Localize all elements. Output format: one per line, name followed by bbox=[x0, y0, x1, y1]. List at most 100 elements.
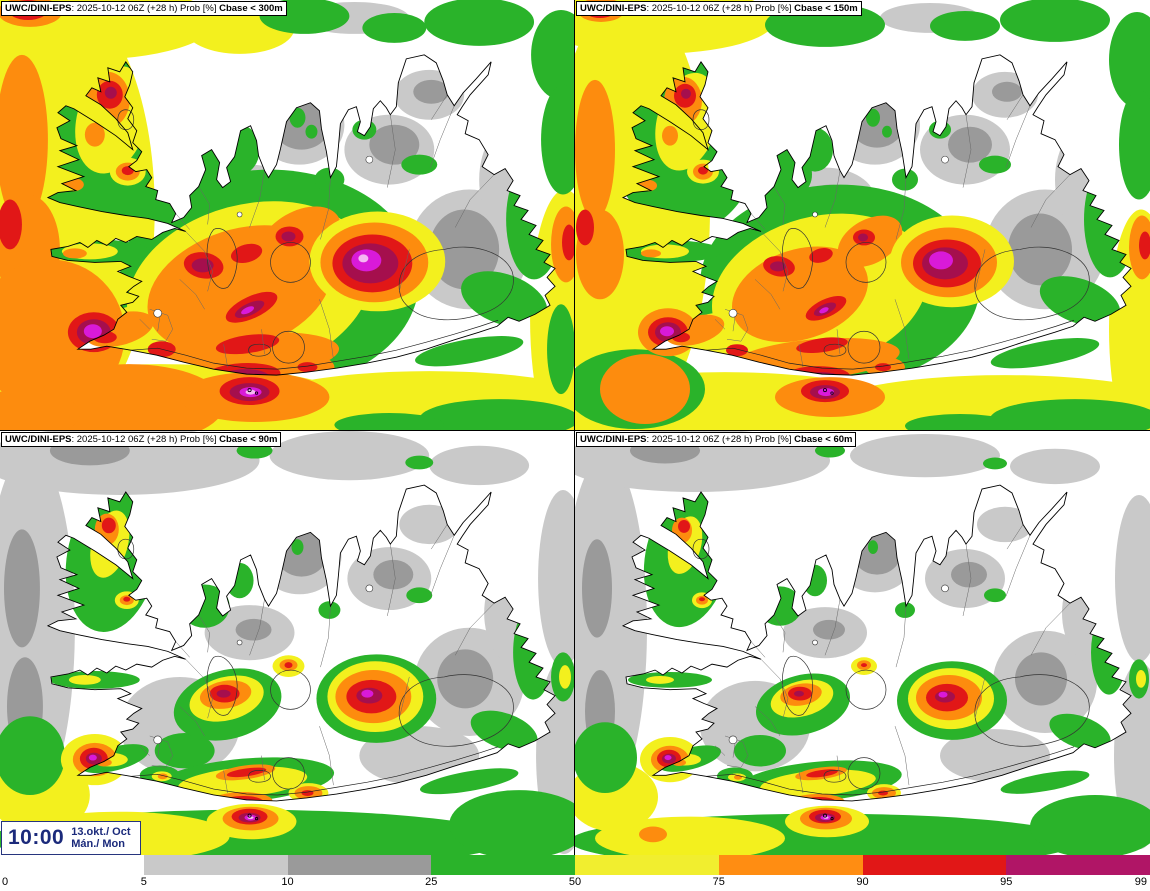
boundary-line bbox=[261, 329, 265, 355]
threshold-label: Cbase < 300m bbox=[219, 3, 283, 14]
boundary-line bbox=[894, 299, 910, 360]
boundary-line bbox=[773, 186, 786, 225]
boundary-line bbox=[320, 177, 331, 240]
colorbar-tick-label: 50 bbox=[568, 876, 582, 888]
boundary-line bbox=[198, 186, 210, 225]
panel-header: UWC/DINI-EPS: 2025-10-12 06Z (+28 h) Pro… bbox=[1, 1, 287, 16]
valid-time-box: 10:00 13.okt./ Oct Mán./ Mon bbox=[1, 821, 141, 855]
valid-date-column: 13.okt./ Oct Mán./ Mon bbox=[71, 826, 130, 850]
panel-header: UWC/DINI-EPS: 2025-10-12 06Z (+28 h) Pro… bbox=[576, 432, 857, 447]
colorbar-segment bbox=[1006, 855, 1150, 875]
boundary-line bbox=[249, 170, 265, 228]
glacier-outline bbox=[974, 246, 1090, 321]
boundary-line bbox=[824, 599, 841, 656]
glacier-outline bbox=[248, 770, 271, 783]
boundary-line bbox=[399, 676, 410, 719]
colorbar-segment bbox=[575, 855, 719, 875]
run-info: : 2025-10-12 06Z (+28 h) Prob [%] bbox=[646, 434, 795, 445]
boundary-line bbox=[387, 114, 396, 188]
boundary-line bbox=[750, 213, 766, 230]
colorbar-labels: 0 5 10 25 50 75 90 95 99 bbox=[0, 875, 1150, 891]
boundary-line bbox=[1006, 94, 1024, 120]
lake-outline bbox=[728, 308, 738, 318]
glacier-outline bbox=[398, 674, 514, 747]
lake-outline bbox=[941, 584, 949, 593]
coastline bbox=[621, 54, 1132, 376]
boundary-line bbox=[895, 177, 907, 240]
run-info: : 2025-10-12 06Z (+28 h) Prob [%] bbox=[71, 434, 220, 445]
glacier-outline bbox=[782, 228, 813, 289]
boundary-line bbox=[387, 544, 396, 616]
maps-grid: UWC/DINI-EPS: 2025-10-12 06Z (+28 h) Pro… bbox=[0, 0, 1150, 855]
glacier-outline bbox=[782, 655, 813, 716]
boundary-line bbox=[974, 676, 986, 719]
island-outline bbox=[822, 388, 827, 393]
boundary-line bbox=[1005, 535, 1031, 597]
boundary-line bbox=[798, 770, 804, 794]
island-outline bbox=[830, 391, 834, 395]
lake-outline bbox=[236, 211, 243, 218]
glacier-outline bbox=[823, 770, 847, 783]
ring-road-line bbox=[705, 746, 1075, 796]
boundary-line bbox=[198, 614, 210, 653]
boundary-line bbox=[454, 174, 495, 228]
boundary-line bbox=[431, 94, 448, 120]
probability-map-cbase-300m bbox=[0, 0, 574, 430]
island-outline bbox=[254, 817, 259, 821]
valid-date: 13.okt./ Oct bbox=[71, 826, 131, 838]
boundary-line bbox=[319, 299, 334, 360]
boundary-line bbox=[773, 614, 786, 653]
colorbar-tick-label: 5 bbox=[140, 876, 147, 888]
glacier-outline bbox=[270, 242, 311, 283]
lake-outline bbox=[153, 308, 163, 318]
boundary-line bbox=[798, 344, 804, 368]
boundary-line bbox=[399, 249, 410, 292]
coastline bbox=[46, 484, 556, 802]
colorbar-segment bbox=[287, 855, 432, 875]
boundary-line bbox=[714, 745, 726, 756]
model-label: UWC/DINI-EPS bbox=[5, 434, 72, 445]
boundary-line bbox=[139, 319, 150, 330]
glacier-outline bbox=[845, 242, 887, 283]
island-outline bbox=[830, 817, 834, 821]
boundary-line bbox=[754, 706, 781, 737]
boundary-line bbox=[962, 114, 972, 188]
boundary-line bbox=[1030, 602, 1071, 656]
boundary-line bbox=[754, 279, 781, 310]
colorbar-tick-label: 10 bbox=[281, 876, 294, 888]
lake-outline bbox=[153, 735, 163, 745]
run-info: : 2025-10-12 06Z (+28 h) Prob [%] bbox=[71, 3, 220, 14]
boundary-line bbox=[319, 726, 334, 786]
boundary-line bbox=[185, 231, 213, 292]
boundary-line bbox=[974, 249, 986, 292]
glacier-outline bbox=[974, 674, 1090, 747]
colorbar-tick-label: 95 bbox=[1000, 876, 1013, 888]
colorbar-tick-label: 90 bbox=[856, 876, 869, 888]
boundary-line bbox=[1005, 105, 1031, 168]
map-panel-cbase-150m: UWC/DINI-EPS: 2025-10-12 06Z (+28 h) Pro… bbox=[575, 0, 1150, 431]
panel-header: UWC/DINI-EPS: 2025-10-12 06Z (+28 h) Pro… bbox=[1, 432, 282, 447]
glacier-outline bbox=[248, 343, 271, 357]
glacier-outline bbox=[847, 757, 881, 790]
lake-outline bbox=[365, 155, 374, 164]
probability-map-cbase-60m bbox=[575, 431, 1150, 855]
boundary-line bbox=[714, 319, 726, 330]
colorbar-segment bbox=[143, 855, 288, 875]
glacier-outline bbox=[845, 669, 887, 710]
land-field bbox=[623, 54, 1131, 376]
lake-outline bbox=[728, 735, 738, 745]
boundary-line bbox=[157, 317, 160, 332]
boundary-line bbox=[836, 329, 841, 355]
boundary-line bbox=[175, 213, 190, 230]
lake-outline bbox=[941, 155, 949, 164]
lake-outline bbox=[812, 211, 818, 218]
boundary-line bbox=[1006, 524, 1024, 550]
model-label: UWC/DINI-EPS bbox=[580, 434, 647, 445]
boundary-line bbox=[185, 659, 213, 719]
boundary-line bbox=[179, 279, 205, 310]
island-outline bbox=[822, 813, 827, 818]
model-label: UWC/DINI-EPS bbox=[580, 3, 647, 14]
ring-road-line bbox=[130, 746, 499, 796]
lake-outline bbox=[365, 584, 374, 593]
colorbar-segment bbox=[718, 855, 863, 875]
